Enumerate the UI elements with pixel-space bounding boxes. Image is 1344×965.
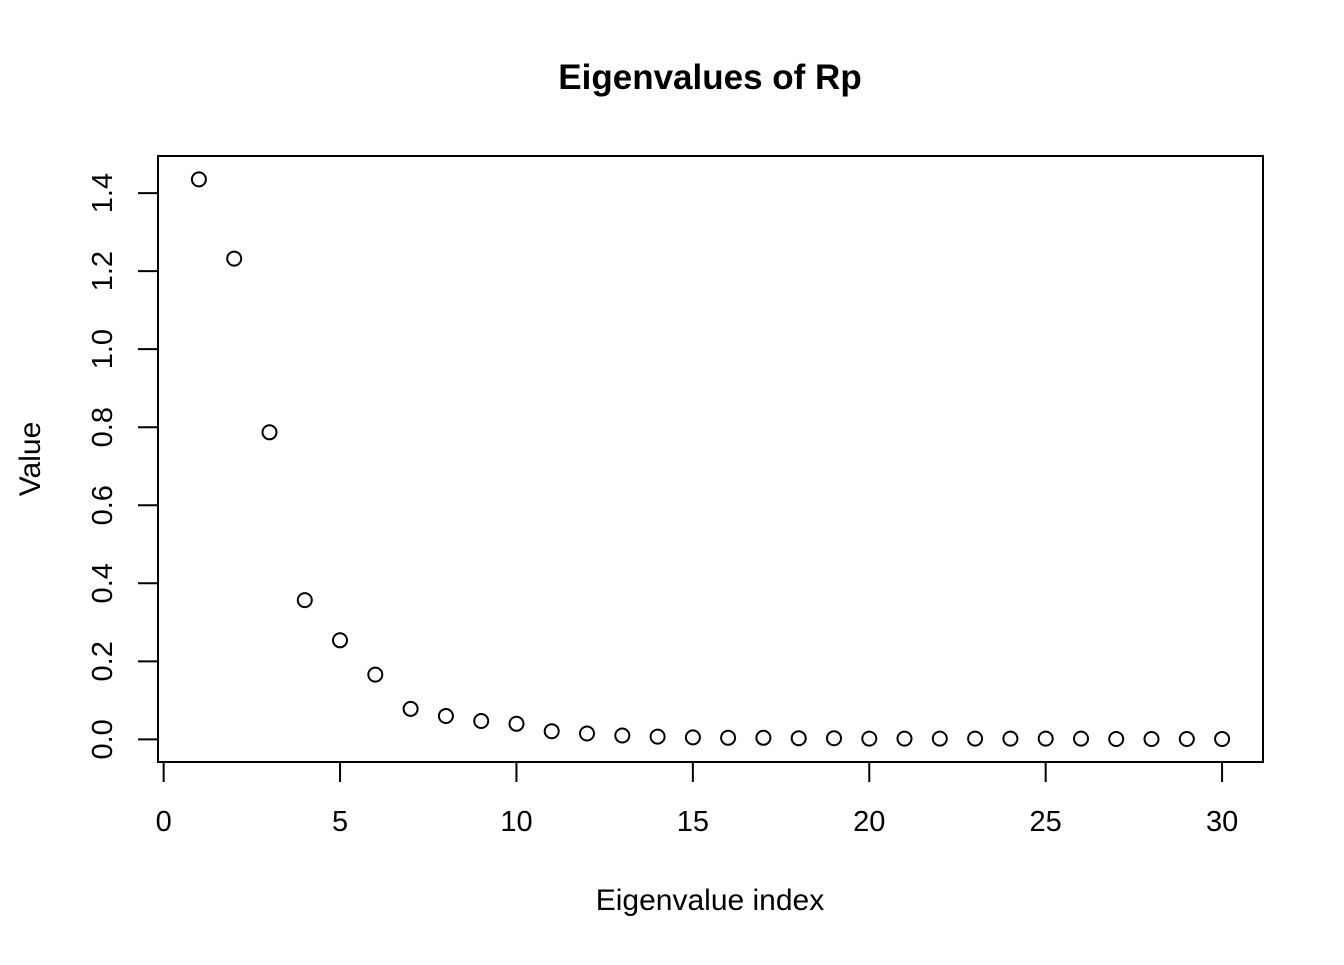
x-tick-label: 20 [853,806,885,838]
data-point [931,730,948,747]
x-tick-label: 15 [677,806,709,838]
data-point [296,592,313,609]
x-tick-label: 30 [1206,806,1238,838]
data-point [1108,731,1125,747]
data-point [1178,731,1195,747]
x-axis-label: Eigenvalue index [596,884,825,917]
y-tick-label: 0.0 [87,719,119,759]
x-tick-label: 0 [156,806,172,838]
data-point [437,708,454,724]
data-point [367,666,384,683]
x-tick-label: 5 [332,806,348,838]
data-point [896,730,913,747]
data-point [790,730,807,747]
data-point [402,700,419,717]
x-tick-label: 10 [500,806,532,838]
data-point [614,727,631,744]
data-point [579,725,595,742]
y-tick-label: 1.0 [87,329,119,369]
plot-title: Eigenvalues of Rp [558,58,861,97]
y-tick-label: 0.6 [87,485,119,525]
y-tick-label: 0.8 [87,407,119,447]
data-point [967,730,984,747]
y-tick-label: 1.2 [87,251,119,291]
y-tick-label: 1.4 [87,173,119,213]
data-point [649,728,666,745]
y-tick-label: 0.2 [87,641,119,681]
y-axis: 0.0 0.2 0.4 0.6 0.8 1.0 1.2 1.4 [87,173,158,760]
data-point [1214,731,1231,747]
plot-box [157,155,1264,763]
data-point [1002,730,1019,747]
data-point [473,713,490,729]
x-axis: 0 5 10 15 20 25 30 [156,762,1238,838]
data-point [684,729,701,746]
x-tick-label: 25 [1030,806,1062,838]
data-point [543,723,560,740]
data-point [861,730,878,747]
data-point [190,171,207,188]
data-point [755,729,772,746]
data-point [226,250,243,267]
data-point [508,715,525,732]
data-point [1143,731,1160,747]
data-point [720,729,737,746]
data-point [1037,730,1054,747]
data-point [1073,730,1089,747]
data-point [261,424,278,441]
data-point [332,632,348,649]
y-tick-label: 0.4 [87,563,119,603]
data-point [826,730,842,747]
y-axis-label: Value [14,422,47,497]
data-points [190,171,1231,747]
